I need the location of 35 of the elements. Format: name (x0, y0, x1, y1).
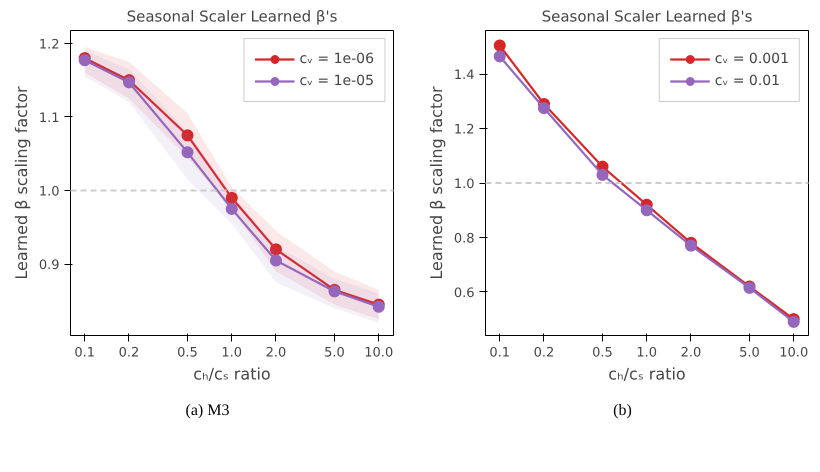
x-tick-label: 0.1 (74, 346, 96, 360)
x-tick-label: 5.0 (324, 346, 345, 360)
legend-label: cᵥ = 0.01 (714, 73, 780, 89)
x-tick-label: 2.0 (680, 346, 702, 360)
y-axis-title: Learned β scaling factor (426, 86, 446, 280)
y-tick-label: 1.4 (454, 68, 475, 84)
x-tick-label: 2.0 (266, 346, 286, 360)
legend-label: cᵥ = 0.001 (714, 51, 789, 67)
y-tick-label: 1.0 (454, 177, 475, 192)
x-tick-label: 5.0 (739, 346, 760, 360)
text: (b) (613, 401, 632, 421)
x-tick-label: 0.5 (592, 346, 613, 360)
x-tick-label: 0.2 (118, 346, 140, 360)
x-tick-label: 10.0 (779, 346, 808, 360)
chart-title: Seasonal Scaler Learned β's (126, 8, 338, 26)
x-tick-label: 0.5 (177, 346, 198, 360)
x-tick-label: 1.0 (221, 346, 242, 360)
y-tick-label: 1.1 (38, 110, 60, 126)
y-tick-label: 0.6 (454, 286, 475, 301)
y-tick-label: 1.2 (454, 122, 475, 138)
chart-title: Seasonal Scaler Learned β's (542, 8, 753, 26)
legend-label: cᵥ = 1e-05 (299, 73, 374, 89)
x-tick-label: 0.1 (489, 346, 510, 360)
x-tick-label: 1.0 (636, 346, 658, 360)
x-axis-title: cₕ/cₛ ratio (608, 364, 686, 384)
x-tick-label: 10.0 (364, 346, 394, 360)
x-axis-title: cₕ/cₛ ratio (193, 364, 271, 384)
legend-label: cᵥ = 1e-06 (299, 51, 374, 67)
y-tick-label: 0.9 (38, 258, 60, 274)
text: (a) M3 (186, 401, 230, 421)
y-tick-label: 1.2 (38, 37, 60, 52)
y-tick-label: 0.8 (454, 231, 475, 246)
y-axis-title: Learned β scaling factor (12, 86, 31, 280)
y-tick-label: 1.0 (38, 184, 60, 200)
x-tick-label: 0.2 (534, 346, 554, 360)
